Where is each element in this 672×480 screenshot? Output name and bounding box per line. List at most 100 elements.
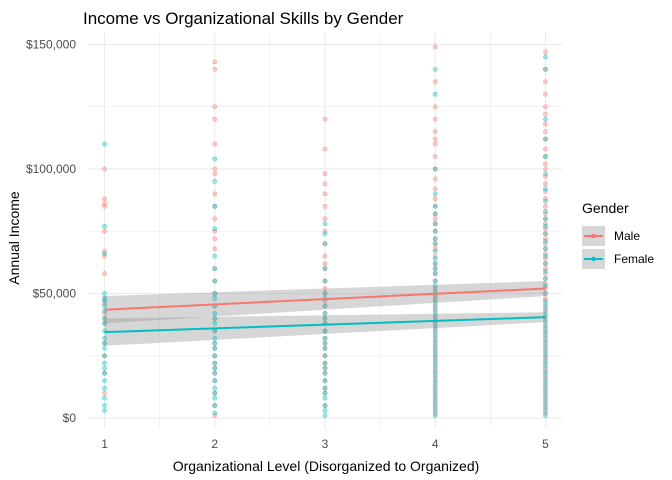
x-tick-labels: 1 2 3 4 5 (101, 437, 549, 451)
data-point-female (543, 393, 548, 399)
data-point-female (102, 403, 107, 408)
data-point-male (322, 228, 328, 234)
data-point-female (432, 308, 438, 314)
data-point-female (543, 283, 548, 289)
data-point-female (432, 333, 438, 339)
data-point-female (543, 408, 548, 413)
data-point-male (543, 104, 548, 110)
data-point-female (322, 231, 328, 237)
data-point-female (212, 266, 218, 272)
data-point-male (212, 59, 218, 65)
data-point-female (212, 278, 218, 284)
data-point-female (212, 345, 218, 351)
data-point-male (543, 405, 548, 411)
data-point-female (543, 383, 548, 389)
data-point-female (543, 136, 548, 142)
data-point-female (212, 353, 218, 359)
data-point-female (432, 373, 438, 379)
data-point-female (212, 156, 218, 162)
data-point-female (322, 241, 328, 247)
x-tick-label: 3 (322, 437, 329, 451)
data-point-female (212, 360, 218, 366)
data-point-female (432, 228, 438, 234)
data-point-female (543, 323, 548, 329)
data-point-female (212, 385, 218, 391)
data-point-male (543, 79, 548, 85)
data-point-male (543, 395, 548, 401)
data-point-male (432, 286, 438, 291)
data-point-female (543, 388, 548, 394)
data-point-female (543, 116, 548, 122)
data-point-female (432, 353, 438, 359)
legend-label-male: Male (614, 229, 640, 243)
data-point-male (432, 340, 438, 346)
data-point-female (543, 413, 548, 418)
legend-key-point (591, 256, 596, 262)
data-point-male (543, 335, 548, 341)
data-point-female (432, 328, 438, 334)
data-point-female (102, 378, 107, 384)
data-point-female (212, 316, 218, 321)
data-point-female (543, 398, 548, 404)
data-point-male (212, 116, 218, 122)
data-point-male (543, 400, 548, 406)
data-point-female (212, 370, 218, 376)
data-point-male (322, 181, 328, 187)
data-point-male (212, 166, 218, 172)
data-point-male (543, 281, 548, 286)
data-point-male (432, 176, 438, 182)
data-point-female (432, 191, 438, 197)
data-point-female (432, 413, 438, 418)
data-point-female (432, 388, 438, 394)
data-point-male (102, 166, 107, 172)
data-point-male (432, 104, 438, 110)
data-point-female (543, 373, 548, 379)
data-point-female (432, 91, 438, 97)
data-point-male (432, 355, 438, 361)
data-point-female (212, 378, 218, 384)
data-point-male (432, 129, 438, 135)
data-point-female (543, 333, 548, 339)
x-tick-label: 5 (542, 437, 549, 451)
data-point-male (543, 306, 548, 311)
x-axis-title: Organizational Level (Disorganized to Or… (173, 458, 480, 474)
data-point-male (543, 365, 548, 371)
data-point-female (212, 403, 218, 408)
scatter-points (102, 44, 548, 418)
y-tick-label: $100,000 (26, 162, 76, 176)
data-point-female (432, 203, 438, 209)
data-point-female (212, 395, 218, 401)
data-point-male (432, 116, 438, 122)
data-point-male (212, 236, 218, 242)
data-point-female (432, 266, 438, 272)
data-point-female (322, 311, 328, 316)
data-point-male (543, 111, 548, 117)
data-point-male (543, 256, 548, 262)
data-point-male (543, 49, 548, 55)
data-point-female (102, 320, 107, 326)
y-tick-label: $150,000 (26, 37, 76, 51)
y-tick-label: $0 (63, 411, 77, 425)
data-point-male (432, 380, 438, 386)
data-point-male (543, 146, 548, 152)
data-point-female (543, 231, 548, 237)
data-point-female (543, 303, 548, 309)
data-point-female (322, 403, 328, 408)
data-point-male (543, 196, 548, 202)
data-point-female (102, 353, 107, 359)
data-point-male (543, 251, 548, 257)
data-point-female (543, 268, 548, 274)
data-point-female (432, 221, 438, 227)
legend-items: Male Female (582, 226, 654, 269)
data-point-female (212, 226, 218, 232)
data-point-female (212, 179, 218, 184)
legend-label-female: Female (614, 252, 654, 266)
y-axis-title: Annual Income (6, 191, 22, 285)
grid (88, 32, 562, 428)
data-point-male (432, 350, 438, 356)
data-point-female (432, 363, 438, 369)
data-point-female (432, 298, 438, 304)
data-point-male (543, 410, 548, 416)
